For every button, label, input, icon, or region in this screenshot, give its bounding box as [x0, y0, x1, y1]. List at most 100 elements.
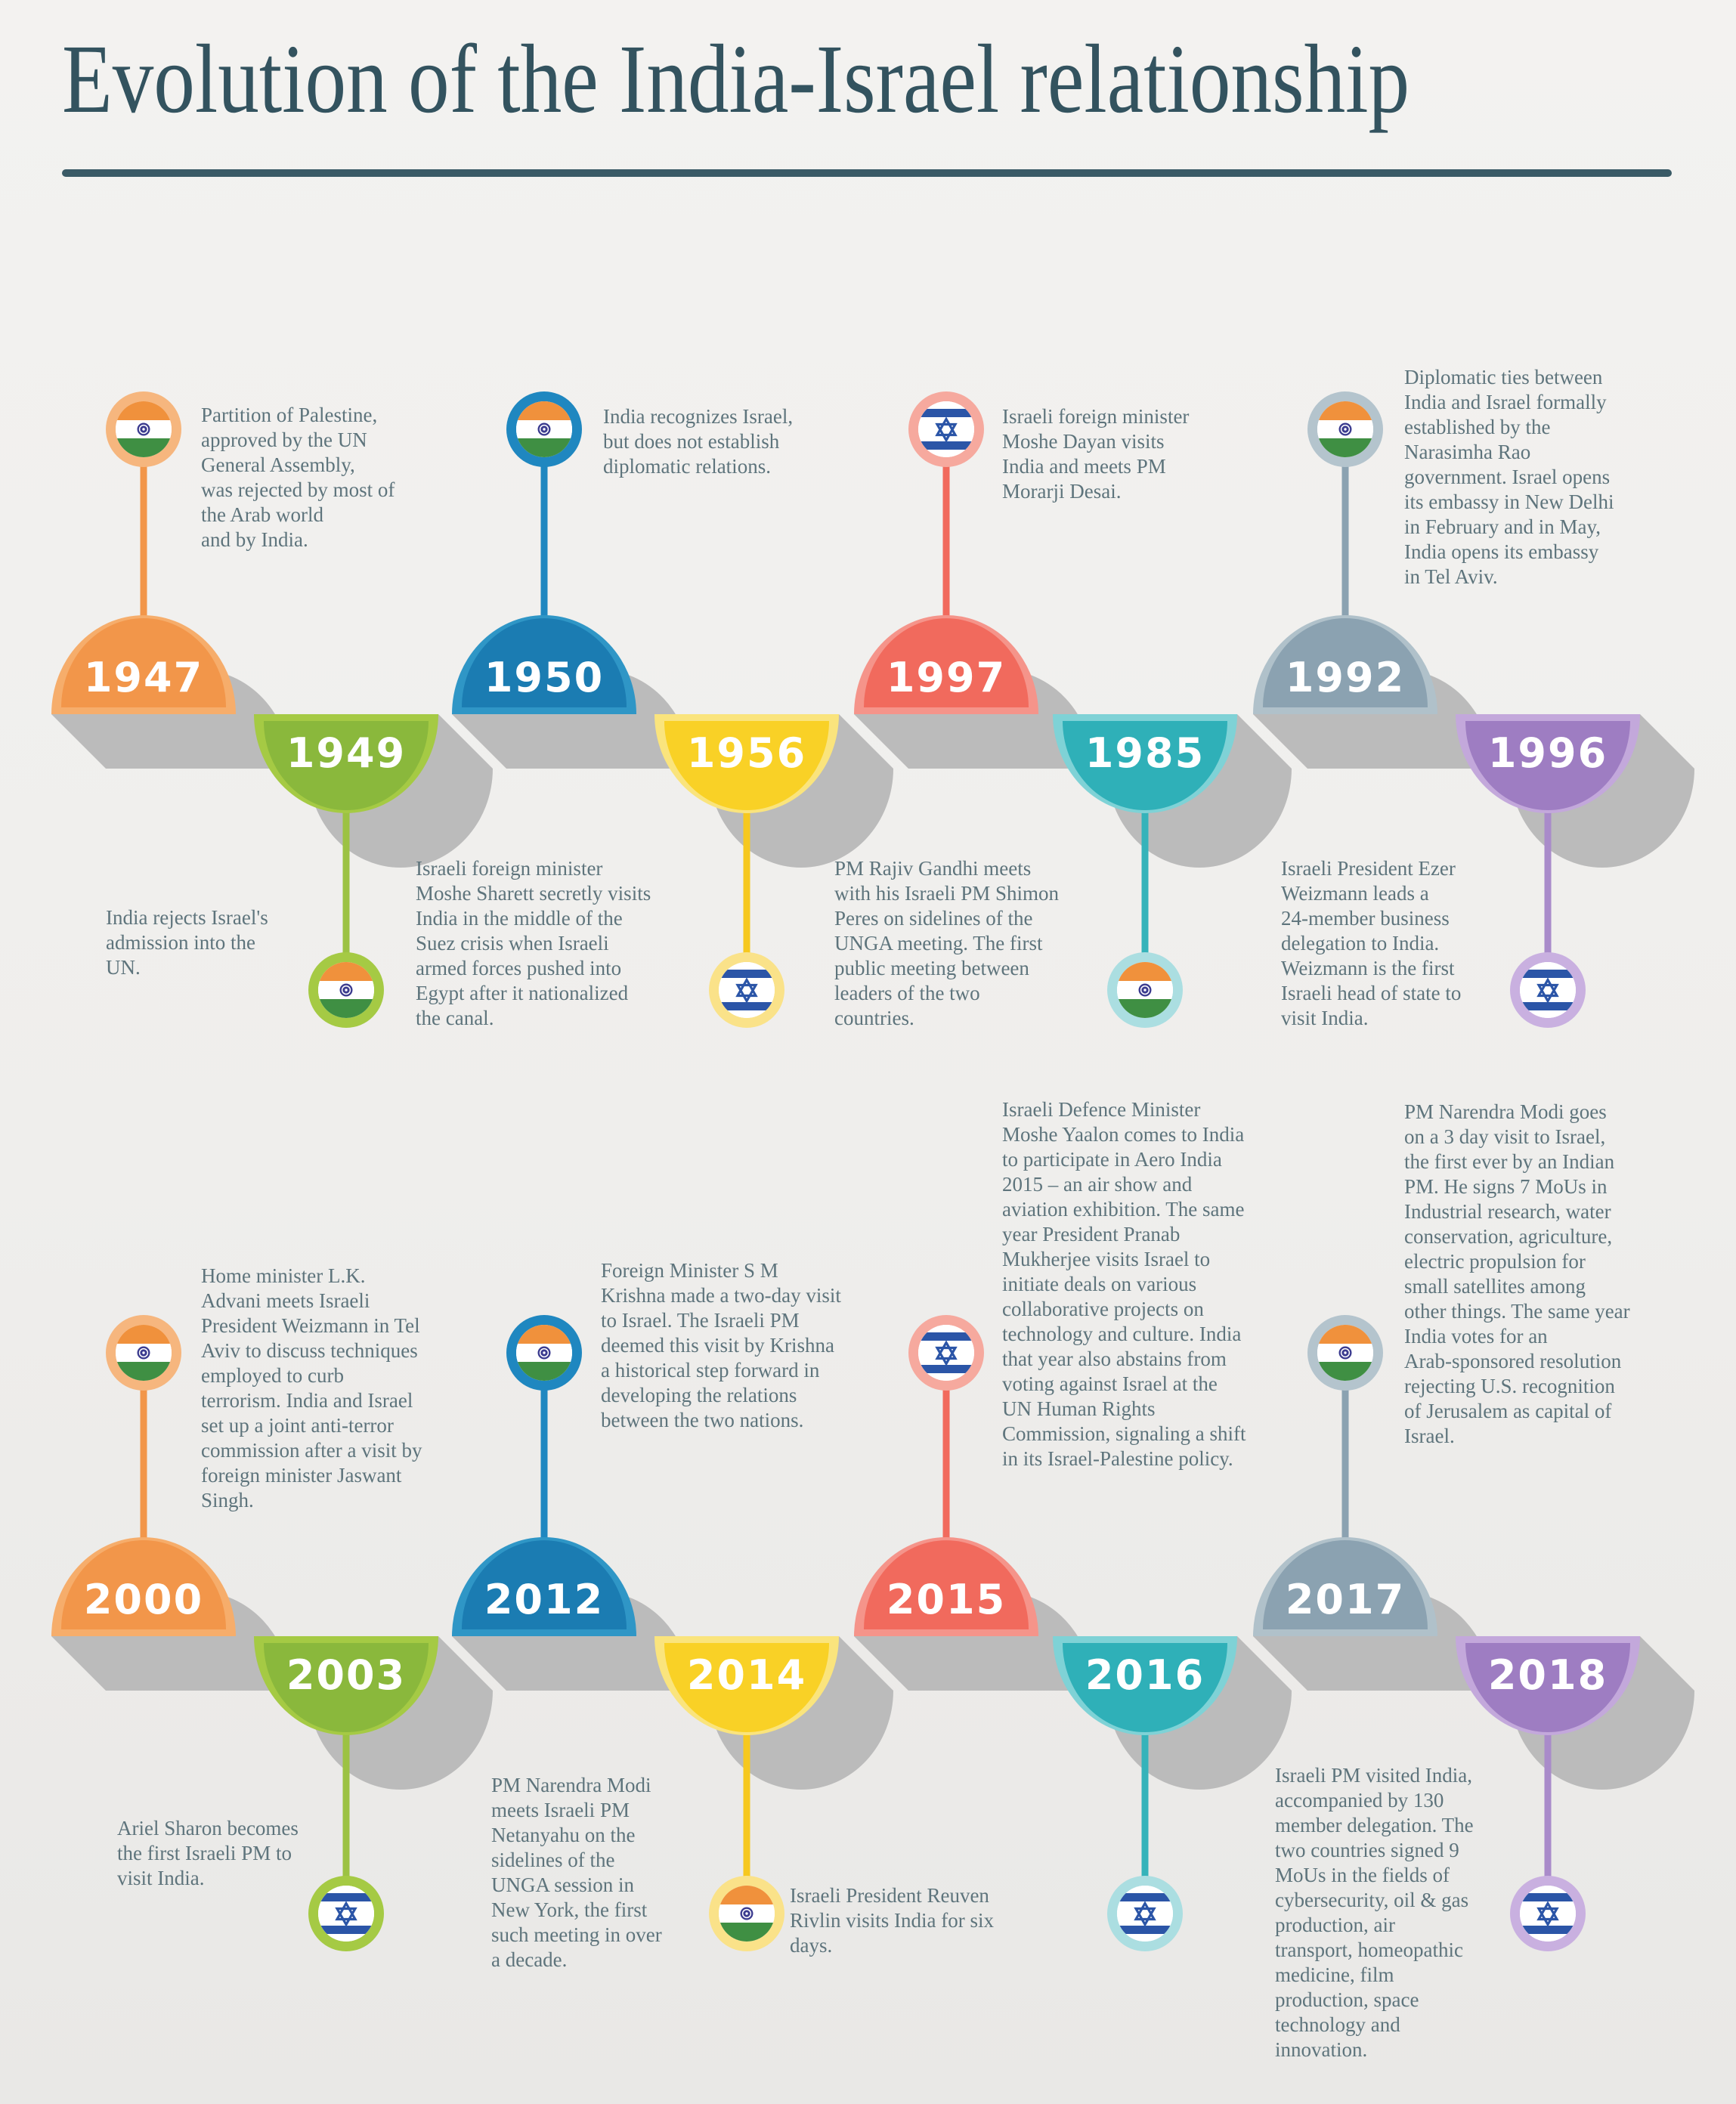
year-label-1996: 1996 [1488, 729, 1608, 777]
israel-flag-graphic [1520, 1886, 1576, 1942]
flag-pin-2003 [308, 1876, 384, 1951]
flag-pin-1992 [1307, 391, 1383, 467]
event-text-2012: Foreign Minister S M Krishna made a two-… [601, 1259, 841, 1431]
event-text-1985: PM Rajiv Gandhi meets with his Israeli P… [834, 857, 1060, 1029]
title-rule [62, 169, 1672, 177]
event-text-1949: India rejects Israel's admission into th… [106, 906, 268, 979]
event-text-2016: Israeli President Reuven Rivlin visits I… [790, 1884, 994, 1957]
israel-flag-icon [1520, 1886, 1576, 1942]
flag-pin-1950 [506, 391, 582, 467]
israel-flag-graphic [918, 1325, 974, 1381]
year-dome-inner-1956 [664, 721, 829, 810]
timeline-stem-1985 [1141, 806, 1149, 990]
year-dome-inner-2018 [1465, 1643, 1630, 1732]
event-text-1997: Israeli foreign minister Moshe Dayan vis… [1002, 405, 1190, 503]
year-label-1997: 1997 [887, 654, 1006, 701]
page-title: Evolution of the India-Israel relationsh… [62, 25, 1410, 134]
event-text-1956: Israeli foreign minister Moshe Sharett s… [416, 857, 651, 1029]
year-label-2018: 2018 [1488, 1651, 1608, 1699]
year-dome-inner-1997 [864, 618, 1029, 707]
event-text-2018: Israeli PM visited India, accompanied by… [1275, 1764, 1474, 2061]
timeline-stem-2015 [942, 1353, 950, 1546]
year-dome-inner-2003 [264, 1643, 429, 1732]
india-flag-icon [116, 401, 172, 457]
year-dome-inner-2016 [1063, 1643, 1227, 1732]
year-label-1950: 1950 [484, 654, 604, 701]
year-label-2016: 2016 [1085, 1651, 1205, 1699]
india-flag-icon [516, 1325, 572, 1381]
israel-flag-icon [1520, 962, 1576, 1018]
year-label-2000: 2000 [84, 1576, 203, 1623]
flag-pin-2018 [1510, 1876, 1586, 1951]
timeline-stem-2018 [1544, 1728, 1552, 1914]
year-label-1947: 1947 [84, 654, 203, 701]
year-label-1992: 1992 [1286, 654, 1405, 701]
timeline-stem-1947 [140, 429, 147, 624]
timeline-stem-2016 [1141, 1728, 1149, 1914]
timeline-stem-2017 [1341, 1353, 1349, 1546]
year-label-1956: 1956 [687, 729, 806, 777]
israel-flag-graphic [1520, 962, 1576, 1018]
flag-pin-1996 [1510, 952, 1586, 1028]
flag-pin-2000 [106, 1315, 181, 1391]
israel-flag-graphic [1117, 1886, 1173, 1942]
year-label-2017: 2017 [1286, 1576, 1405, 1623]
event-text-2015: Israeli Defence Minister Moshe Yaalon co… [1002, 1098, 1246, 1470]
year-dome-inner-1992 [1263, 618, 1428, 707]
year-label-2003: 2003 [286, 1651, 406, 1699]
israel-flag-icon [1117, 1886, 1173, 1942]
event-text-2017: PM Narendra Modi goes on a 3 day visit t… [1404, 1100, 1630, 1447]
india-flag-icon [318, 962, 374, 1018]
israel-flag-icon [918, 1325, 974, 1381]
israel-flag-graphic [719, 962, 775, 1018]
year-dome-inner-2000 [61, 1540, 226, 1629]
india-flag-graphic [719, 1886, 775, 1942]
year-label-1949: 1949 [286, 729, 406, 777]
year-dome-inner-2014 [664, 1643, 829, 1732]
flag-pin-1985 [1107, 952, 1183, 1028]
year-dome-inner-1996 [1465, 721, 1630, 810]
year-dome-inner-2012 [462, 1540, 627, 1629]
event-text-2000: Home minister L.K. Advani meets Israeli … [201, 1264, 422, 1511]
india-flag-icon [516, 401, 572, 457]
timeline-stem-1997 [942, 429, 950, 624]
flag-pin-2014 [709, 1876, 784, 1951]
timeline-stem-1949 [342, 806, 350, 990]
event-text-1947: Partition of Palestine, approved by the … [201, 404, 395, 551]
israel-flag-graphic [918, 401, 974, 457]
israel-flag-icon [918, 401, 974, 457]
flag-pin-2017 [1307, 1315, 1383, 1391]
timeline-stem-2003 [342, 1728, 350, 1914]
timeline-stem-1956 [743, 806, 750, 990]
flag-pin-2015 [908, 1315, 984, 1391]
year-dome-inner-1950 [462, 618, 627, 707]
timeline-stem-1950 [540, 429, 548, 624]
india-flag-icon [116, 1325, 172, 1381]
timeline-stem-1992 [1341, 429, 1349, 624]
india-flag-graphic [1317, 401, 1373, 457]
year-label-2012: 2012 [484, 1576, 604, 1623]
event-text-2014: PM Narendra Modi meets Israeli PM Netany… [491, 1774, 662, 1971]
year-label-1985: 1985 [1085, 729, 1205, 777]
flag-pin-2012 [506, 1315, 582, 1391]
timeline-stem-1996 [1544, 806, 1552, 990]
timeline-stem-2012 [540, 1353, 548, 1546]
event-text-1950: India recognizes Israel, but does not es… [603, 405, 794, 478]
event-text-1992: Diplomatic ties between India and Israel… [1404, 366, 1614, 588]
event-text-2003: Ariel Sharon becomes the first Israeli P… [117, 1817, 299, 1889]
year-label-2015: 2015 [887, 1576, 1006, 1623]
year-dome-inner-1985 [1063, 721, 1227, 810]
india-flag-graphic [116, 1325, 172, 1381]
event-text-1996: Israeli President Ezer Weizmann leads a … [1281, 857, 1462, 1029]
india-flag-graphic [1317, 1325, 1373, 1381]
india-flag-graphic [516, 401, 572, 457]
flag-pin-2016 [1107, 1876, 1183, 1951]
flag-pin-1947 [106, 391, 181, 467]
india-flag-icon [1317, 401, 1373, 457]
year-label-2014: 2014 [687, 1651, 806, 1699]
india-flag-graphic [516, 1325, 572, 1381]
india-flag-icon [1317, 1325, 1373, 1381]
israel-flag-icon [719, 962, 775, 1018]
